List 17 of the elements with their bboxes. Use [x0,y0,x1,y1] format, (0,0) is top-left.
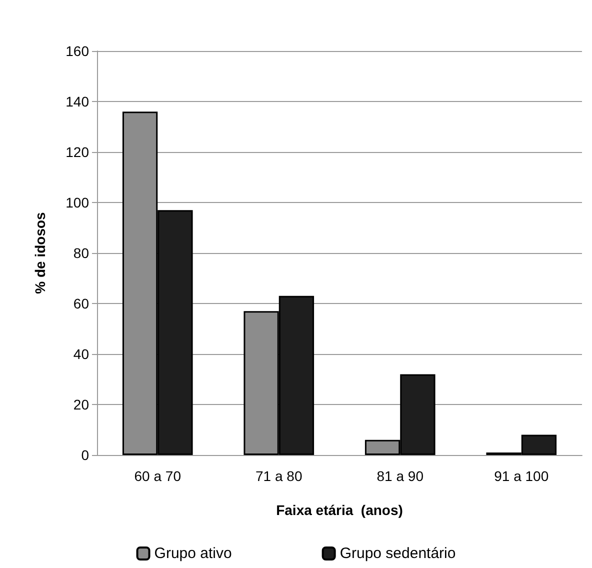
y-tick-label: 20 [73,396,90,412]
legend-label: Grupo ativo [154,545,232,562]
y-tick-label: 100 [66,194,90,210]
y-tick-label: 60 [73,296,90,312]
x-tick-label: 91 a 100 [494,468,549,484]
x-axis-title: Faixa etária (anos) [276,502,403,518]
y-tick-label: 40 [73,346,90,362]
y-axis-title: % de idosos [32,212,48,294]
x-tick-label: 71 a 80 [256,468,302,484]
y-tick-label: 140 [66,94,90,110]
y-tick-label: 0 [81,447,90,463]
x-tick-label: 81 a 90 [376,468,424,484]
x-tick-label: 60 a 70 [134,468,182,484]
y-tick-label: 80 [73,245,90,261]
y-tick-label: 120 [66,144,90,160]
y-tick-label: 160 [66,43,90,59]
legend-label: Grupo sedentário [340,545,456,562]
